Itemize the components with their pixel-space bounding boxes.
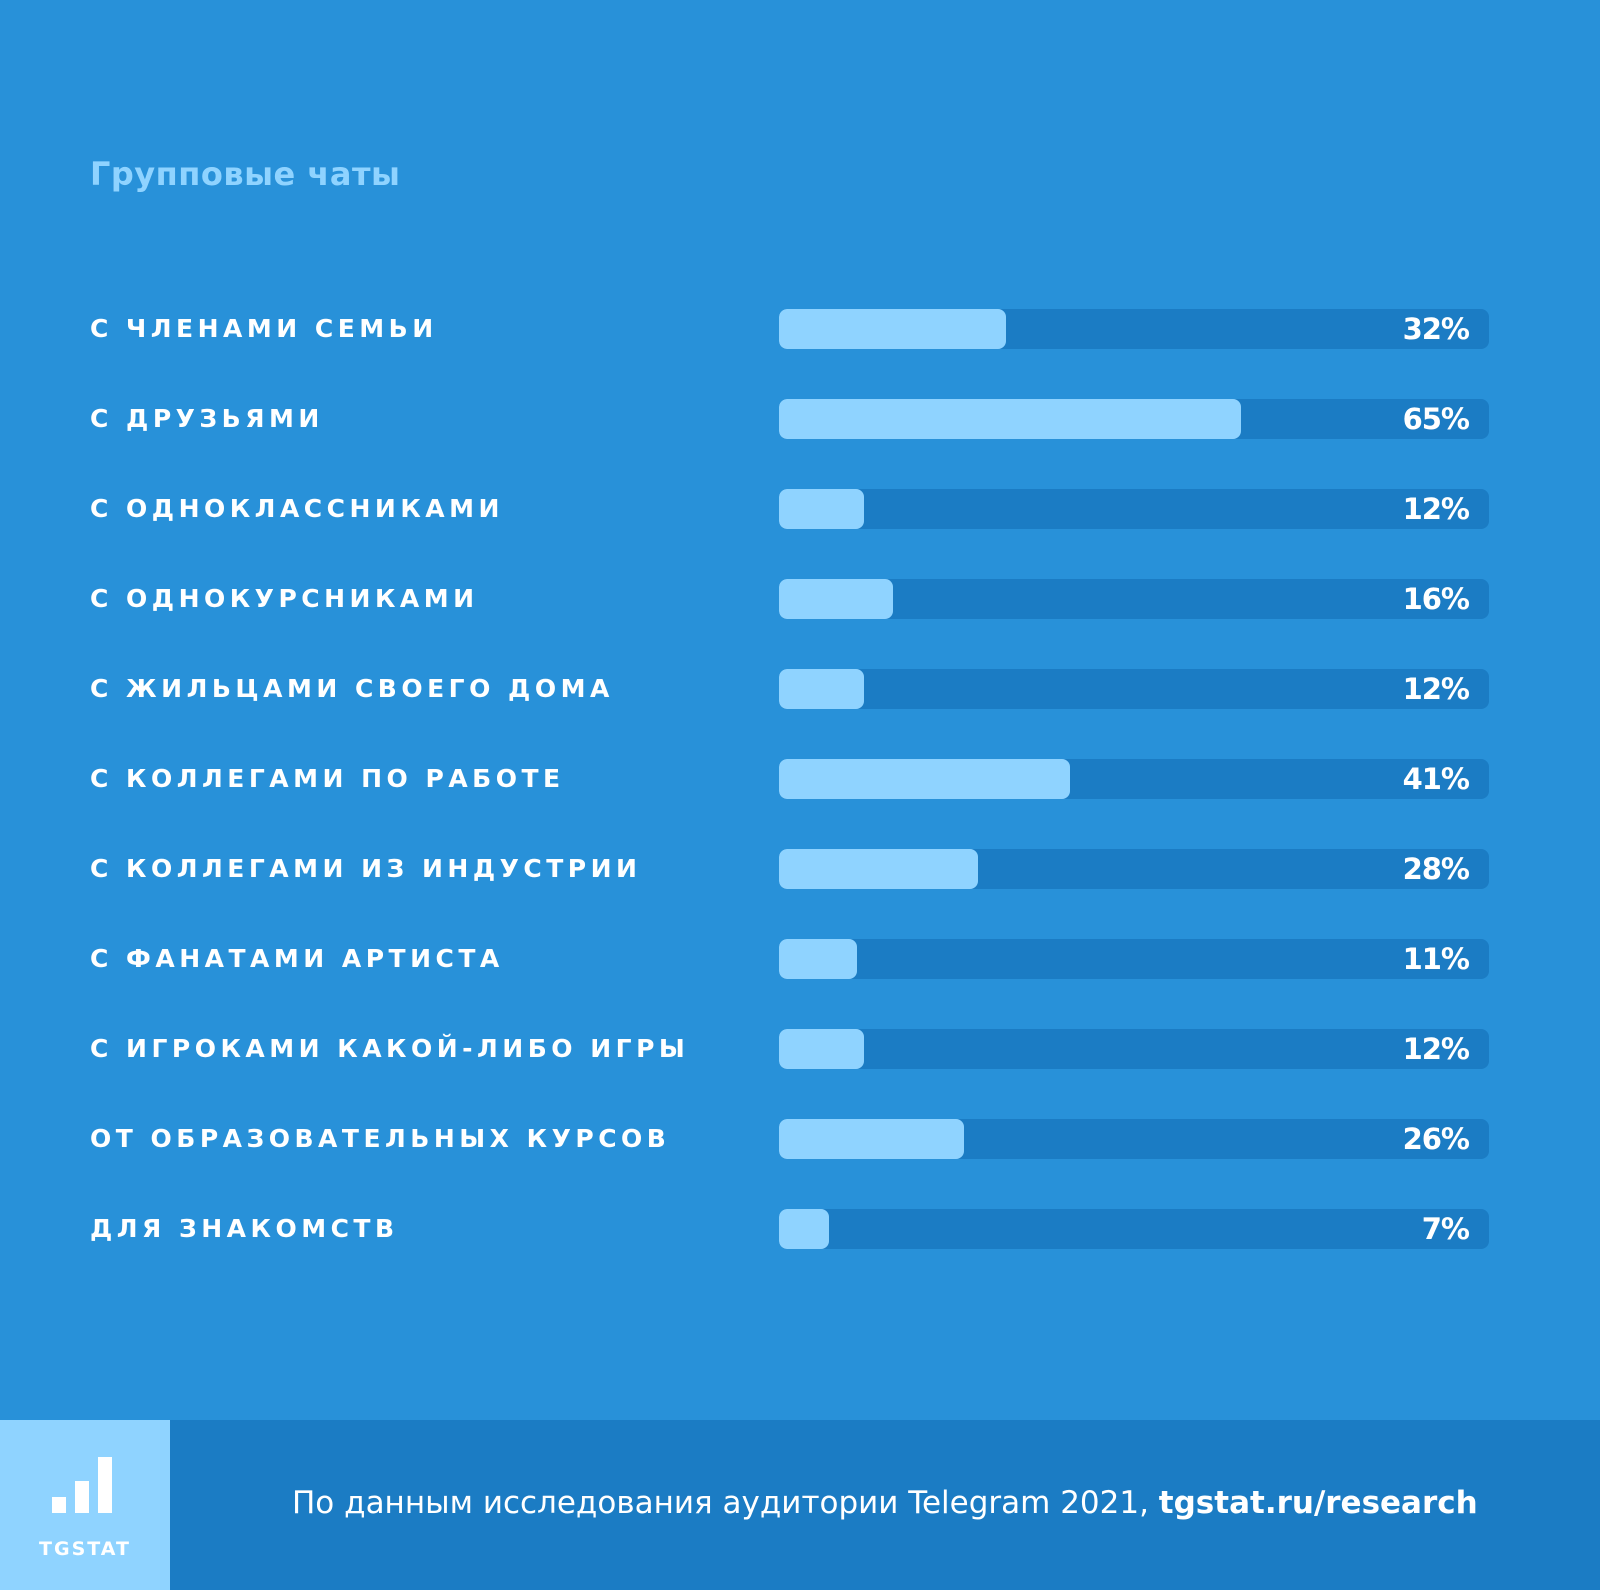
value-label: 12% [1402,492,1470,526]
chart-title: Групповые чаты [90,155,401,193]
category-label: для знакомств [90,1214,399,1243]
logo: TGSTAT [0,1420,170,1590]
value-label: 7% [1421,1212,1470,1246]
value-label: 11% [1402,942,1470,976]
category-label: с одноклассниками [90,494,504,523]
category-label: от образовательных курсов [90,1124,671,1153]
value-label: 28% [1402,852,1470,886]
bar-row: с коллегами из индустрии 28% [0,849,1600,889]
category-label: с жильцами своего дома [90,674,614,703]
category-label: с фанатами артиста [90,944,504,973]
bar-track: 26% [779,1119,1489,1159]
bar [779,399,1241,439]
value-label: 32% [1402,312,1470,346]
bar [779,939,857,979]
bar-track: 32% [779,309,1489,349]
category-label: с коллегами по работе [90,764,565,793]
bar-row: с однокурсниками 16% [0,579,1600,619]
value-label: 12% [1402,672,1470,706]
category-label: с однокурсниками [90,584,479,613]
bar-row: с игроками какой-либо игры 12% [0,1029,1600,1069]
bar-row: с одноклассниками 12% [0,489,1600,529]
bar-row: с членами семьи 32% [0,309,1600,349]
bar [779,759,1070,799]
bar-track: 11% [779,939,1489,979]
value-label: 12% [1402,1032,1470,1066]
value-label: 26% [1402,1122,1470,1156]
bar-track: 12% [779,669,1489,709]
source-link[interactable]: tgstat.ru/research [1158,1485,1478,1521]
bar [779,1119,964,1159]
bar-track: 7% [779,1209,1489,1249]
bar-row: с друзьями 65% [0,399,1600,439]
category-label: с коллегами из индустрии [90,854,642,883]
source-text: По данным исследования аудитории Telegra… [292,1485,1159,1521]
bar-row: с фанатами артиста 11% [0,939,1600,979]
bar-track: 16% [779,579,1489,619]
bar [779,1209,829,1249]
bar [779,1029,864,1069]
bar [779,849,978,889]
value-label: 65% [1402,402,1470,436]
bar-chart-logo-icon [52,1457,112,1513]
category-label: с игроками какой-либо игры [90,1034,690,1063]
bar [779,669,864,709]
bar-row: с коллегами по работе 41% [0,759,1600,799]
value-label: 16% [1402,582,1470,616]
bar [779,579,893,619]
category-label: с друзьями [90,404,324,433]
bar-row: от образовательных курсов 26% [0,1119,1600,1159]
logo-text: TGSTAT [39,1538,131,1560]
category-label: с членами семьи [90,314,438,343]
source-note: По данным исследования аудитории Telegra… [292,1420,1478,1590]
bar-track: 12% [779,1029,1489,1069]
footer: TGSTAT По данным исследования аудитории … [0,1420,1600,1590]
bar-track: 41% [779,759,1489,799]
bar-track: 65% [779,399,1489,439]
bar-row: с жильцами своего дома 12% [0,669,1600,709]
bar-row: для знакомств 7% [0,1209,1600,1249]
value-label: 41% [1402,762,1470,796]
bar-track: 28% [779,849,1489,889]
bar [779,309,1006,349]
bar [779,489,864,529]
bar-track: 12% [779,489,1489,529]
